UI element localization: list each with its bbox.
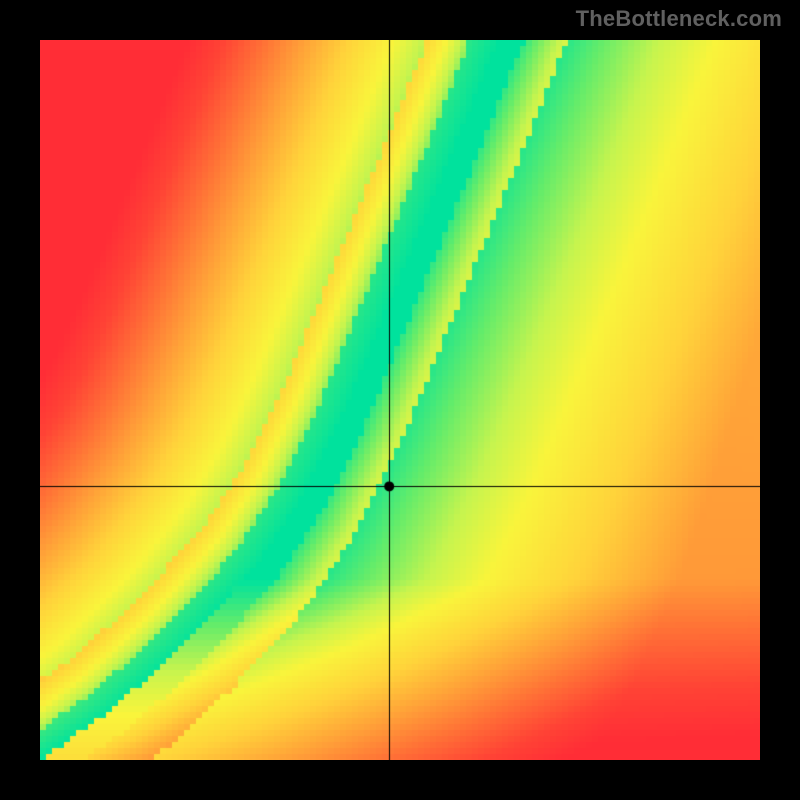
bottleneck-heatmap [40, 40, 760, 760]
watermark-label: TheBottleneck.com [576, 6, 782, 32]
